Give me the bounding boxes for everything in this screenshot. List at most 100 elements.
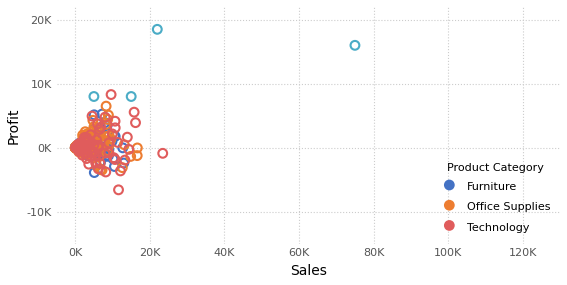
Office Supplies <box>74 143 83 148</box>
Technology <box>104 141 113 145</box>
Technology <box>77 148 86 152</box>
Office Supplies <box>78 149 87 154</box>
Furniture <box>82 144 91 148</box>
Furniture <box>110 164 119 169</box>
Office Supplies <box>91 142 100 146</box>
Furniture <box>104 153 113 158</box>
Office Supplies <box>73 144 82 149</box>
Furniture <box>83 143 92 147</box>
Furniture <box>83 147 92 152</box>
Technology <box>90 154 99 158</box>
Office Supplies <box>87 135 96 139</box>
Office Supplies <box>71 146 81 150</box>
Office Supplies <box>76 141 85 145</box>
Technology <box>130 110 139 115</box>
Office Supplies <box>82 143 91 147</box>
Furniture <box>94 135 103 139</box>
Office Supplies <box>73 145 82 150</box>
Office Supplies <box>76 148 85 153</box>
Technology <box>78 153 87 157</box>
Office Supplies <box>71 145 80 150</box>
Technology <box>78 149 87 153</box>
Furniture <box>76 147 85 152</box>
Office Supplies <box>73 145 82 150</box>
Furniture <box>73 144 82 149</box>
Furniture <box>71 145 81 150</box>
Furniture <box>75 147 84 152</box>
Office Supplies <box>87 146 96 150</box>
Office Supplies <box>73 144 82 149</box>
Office Supplies <box>74 144 83 148</box>
Office Supplies <box>79 151 88 156</box>
Technology <box>104 150 113 155</box>
Furniture <box>82 141 91 145</box>
Office Supplies <box>101 122 111 127</box>
Technology <box>124 147 133 152</box>
Technology <box>107 92 116 97</box>
Furniture <box>87 138 96 143</box>
Technology <box>94 143 103 148</box>
Furniture <box>73 144 82 149</box>
Furniture <box>74 144 83 149</box>
Furniture <box>71 146 81 150</box>
Technology <box>81 152 90 156</box>
Office Supplies <box>73 147 82 151</box>
Furniture <box>74 146 83 150</box>
Office Supplies <box>98 168 107 172</box>
Furniture <box>76 147 85 152</box>
Office Supplies <box>78 136 87 140</box>
Furniture <box>75 145 84 150</box>
Furniture <box>79 142 88 147</box>
Furniture <box>93 151 102 155</box>
Office Supplies <box>83 147 92 152</box>
Office Supplies <box>74 150 83 154</box>
Technology <box>81 143 90 148</box>
Furniture <box>84 144 94 149</box>
Technology <box>111 119 120 123</box>
Office Supplies <box>92 163 101 168</box>
Office Supplies <box>71 145 80 150</box>
Office Supplies <box>71 145 81 149</box>
Furniture <box>74 145 83 150</box>
Furniture <box>73 145 82 149</box>
Office Supplies <box>72 146 81 151</box>
Office Supplies <box>74 144 83 149</box>
Technology <box>75 143 84 148</box>
Furniture <box>90 113 99 117</box>
Office Supplies <box>91 146 100 151</box>
Furniture <box>75 148 84 152</box>
Furniture <box>89 136 98 140</box>
Office Supplies <box>92 142 101 146</box>
Office Supplies <box>72 145 81 150</box>
Furniture <box>72 145 81 150</box>
Office Supplies <box>77 142 86 147</box>
Furniture <box>73 145 82 149</box>
Office Supplies <box>74 146 83 151</box>
Furniture <box>73 144 82 149</box>
Office Supplies <box>74 144 83 149</box>
Furniture <box>77 141 86 145</box>
Office Supplies <box>79 144 88 149</box>
Technology <box>81 144 90 148</box>
Office Supplies <box>76 144 85 149</box>
Office Supplies <box>74 146 83 150</box>
Office Supplies <box>90 143 99 148</box>
Furniture <box>73 144 82 149</box>
Office Supplies <box>79 150 88 154</box>
Office Supplies <box>93 145 102 150</box>
Technology <box>123 135 132 139</box>
Technology <box>72 145 81 150</box>
Furniture <box>71 145 81 149</box>
Furniture <box>96 160 105 164</box>
Technology <box>74 144 83 149</box>
Technology <box>148 253 157 257</box>
Furniture <box>75 144 84 149</box>
Furniture <box>71 145 81 150</box>
Office Supplies <box>72 146 81 151</box>
Office Supplies <box>133 146 142 150</box>
Furniture <box>71 145 81 150</box>
Office Supplies <box>83 148 92 153</box>
Office Supplies <box>82 140 91 144</box>
Office Supplies <box>79 138 88 142</box>
Office Supplies <box>80 144 89 148</box>
